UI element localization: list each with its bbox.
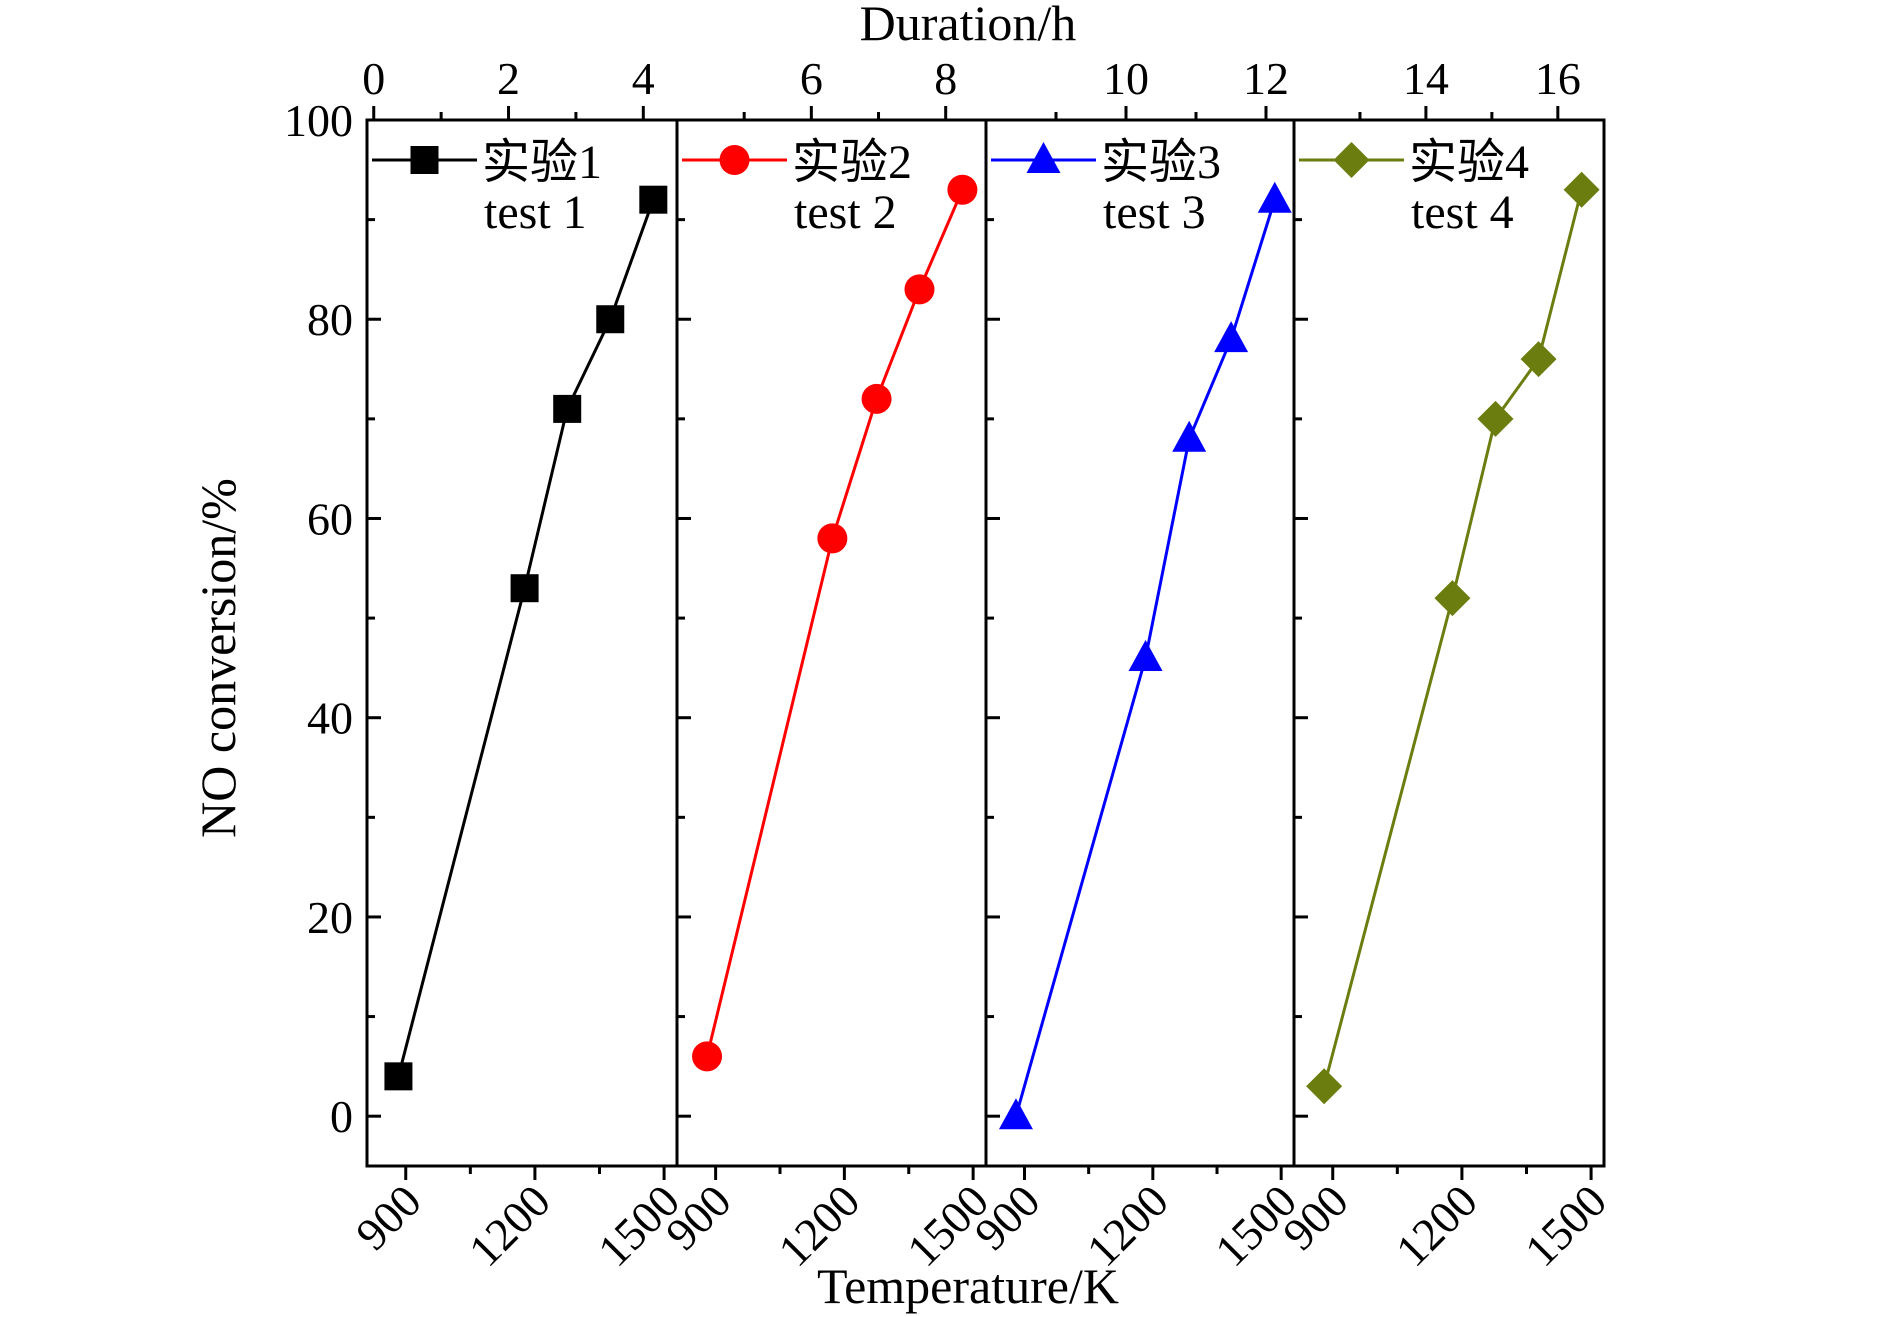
panel-frame [984,118,1296,1168]
data-point [904,274,935,305]
data-point [692,1041,723,1072]
y-tick-label: 20 [307,892,353,943]
data-point [1477,400,1514,437]
legend-marker [410,146,439,174]
legend-label-en: test 1 [484,186,587,239]
x-tick-label: 1200 [1386,1175,1487,1276]
x-axis-title: Temperature/K [817,1258,1119,1314]
y-tick-label: 40 [307,693,353,744]
x-tick-label: 1500 [1515,1175,1616,1276]
top-x-tick-label: 6 [800,53,823,104]
y-tick-label: 100 [284,95,353,146]
legend-label-en: test 3 [1103,186,1206,239]
data-point [1257,181,1292,213]
y-tick-label: 60 [307,493,353,544]
top-x-tick-label: 2 [497,53,520,104]
data-point [947,174,978,205]
legend-marker [1333,142,1370,178]
x-tick-label: 900 [1273,1175,1358,1260]
data-point [861,383,892,414]
data-point [510,574,539,603]
data-point [1434,580,1471,617]
x-tick-label: 900 [656,1175,741,1260]
x-tick-label: 900 [965,1175,1050,1260]
x-tick-label: 1200 [459,1175,560,1276]
legend-label: 实验1 [482,136,602,189]
data-point [1306,1068,1343,1105]
data-point [553,394,582,423]
data-point [1563,171,1600,208]
legend-marker [1026,142,1061,173]
panel-frame [675,118,988,1168]
top-x-tick-label: 10 [1103,53,1149,104]
legend-label-en: test 4 [1411,186,1514,239]
legend-label-en: test 2 [794,186,897,239]
top-x-tick-label: 14 [1403,53,1449,104]
top-x-tick-label: 0 [362,53,385,104]
data-point [596,305,625,334]
top-x-tick-label: 12 [1243,53,1289,104]
data-point [1214,321,1249,353]
legend-label: 实验3 [1101,136,1221,189]
y-tick-label: 0 [330,1091,353,1142]
data-point [817,523,848,554]
series-line [705,189,964,1057]
legend-label: 实验4 [1409,136,1529,189]
data-point [384,1062,413,1091]
top-x-tick-label: 16 [1535,53,1581,104]
legend-marker [719,145,750,175]
data-point [1520,341,1557,378]
x-tick-label: 900 [346,1175,431,1260]
y-tick-label: 80 [307,294,353,345]
y-axis-title: NO conversion/% [190,478,246,838]
panel-frame [365,118,679,1168]
top-x-axis-title: Duration/h [860,0,1077,51]
data-point [1172,420,1207,452]
panel-frame [1292,118,1606,1168]
data-point [1128,639,1163,671]
data-point [998,1098,1033,1130]
data-point [639,185,668,214]
series-line [1322,189,1584,1087]
legend-label: 实验2 [792,136,912,189]
top-x-tick-label: 8 [934,53,957,104]
top-x-tick-label: 4 [632,53,655,104]
